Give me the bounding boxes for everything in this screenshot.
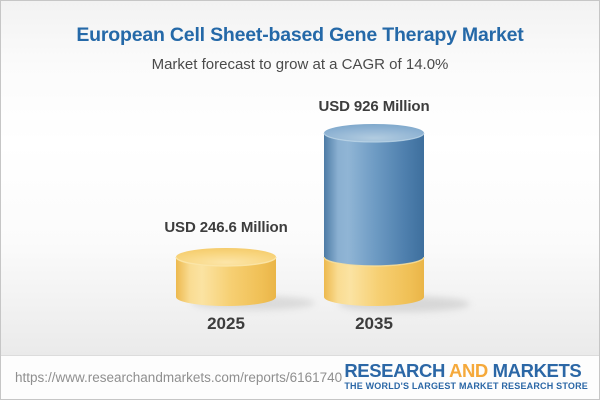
page-title: European Cell Sheet-based Gene Therapy M… (76, 24, 524, 46)
logo-word-and: AND (449, 360, 488, 381)
footer-bar: https://www.researchandmarkets.com/repor… (1, 355, 599, 399)
logo-wordmark: RESEARCH AND MARKETS (344, 361, 588, 380)
bar-2035-cap-rim (323, 132, 425, 143)
bar-2025-cylinder (175, 248, 277, 306)
logo-word-research: RESEARCH (344, 360, 445, 381)
bar-2025-top-cap (176, 248, 276, 266)
chart-area: European Cell Sheet-based Gene Therapy M… (1, 1, 599, 356)
bar-2035-top-cap (324, 124, 424, 142)
bar-2025-cap-rim (175, 256, 277, 267)
axis-label-2025: 2025 (207, 314, 245, 333)
value-label-2025: USD 246.6 Million (164, 219, 288, 236)
bar-2035-cylinder (323, 124, 425, 306)
cylinder-chart (175, 124, 470, 312)
value-label-2035: USD 926 Million (318, 98, 430, 115)
bar-2025-body (176, 257, 276, 306)
logo-word-markets: MARKETS (492, 360, 582, 381)
bar-2035-base-segment (324, 257, 424, 306)
bar-2035-growth-segment (324, 133, 424, 266)
axis-label-2035: 2035 (355, 314, 393, 333)
report-url: https://www.researchandmarkets.com/repor… (15, 370, 343, 385)
logo-tagline: THE WORLD'S LARGEST MARKET RESEARCH STOR… (344, 381, 588, 392)
research-and-markets-logo: RESEARCH AND MARKETS THE WORLD'S LARGEST… (344, 361, 588, 392)
page-subtitle: Market forecast to grow at a CAGR of 14.… (151, 56, 449, 73)
bar-2035-segment-rim (323, 256, 425, 267)
